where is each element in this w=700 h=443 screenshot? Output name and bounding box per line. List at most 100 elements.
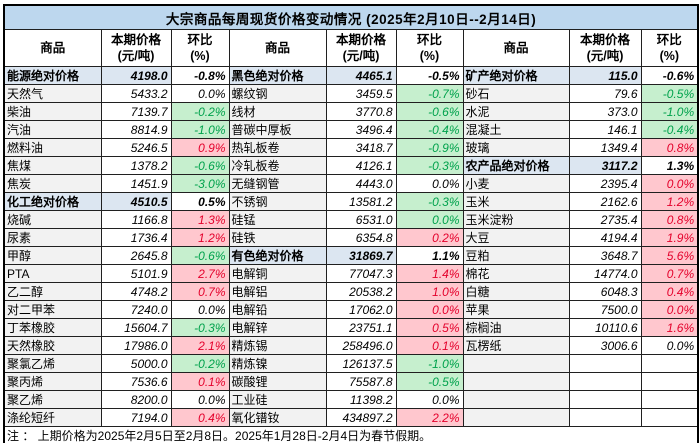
commodity-cell: 玻璃 [462, 138, 570, 157]
price-cell [568, 408, 642, 427]
price-cell: 1349.4 [568, 138, 642, 157]
pct-cell [640, 408, 699, 427]
pct-cell: -3.0% [170, 174, 230, 193]
commodity-cell [462, 354, 570, 373]
col-header-price: 本期价格 (元/吨) [568, 29, 642, 67]
price-cell: 3006.6 [568, 336, 642, 355]
pct-cell [640, 390, 699, 409]
price-cell: 258496.0 [325, 336, 397, 355]
commodity-cell: 螺纹钢 [228, 84, 327, 103]
title-row: 大宗商品每周现货价格变动情况 (2025年2月10日--2月14日) [3, 4, 699, 30]
commodity-cell: 燃料油 [3, 138, 102, 157]
commodity-cell: 乙二醇 [3, 282, 102, 301]
pct-cell: 0.8% [640, 138, 699, 157]
price-cell: 115.0 [568, 66, 642, 85]
price-cell: 4443.0 [325, 174, 397, 193]
pct-cell: 0.0% [170, 84, 230, 103]
pct-cell: 0.0% [395, 300, 464, 319]
table-row: 天然气 5433.2 0.0% 螺纹钢 3459.5 -0.7% 砂石 79.6 -0.5% [3, 84, 699, 103]
commodity-cell: 聚乙烯 [3, 390, 102, 409]
commodity-cell: 焦炭 [3, 174, 102, 193]
table-row: 汽油 8814.9 -1.0% 普碳中厚板 3496.4 -0.4% 混凝土 146.1 -0.… [3, 120, 699, 139]
col-header-pct: 环比 (%) [640, 29, 699, 67]
table-row: 聚氯乙烯 5000.0 -0.2% 精炼镍 126137.5 -1.0% [3, 354, 699, 373]
pct-cell: -0.6% [170, 156, 230, 175]
price-cell: 2395.4 [568, 174, 642, 193]
column-header-row: 商品 本期价格 (元/吨) 环比 (%) 商品 本期价格 (元/吨) 环比 (%) 商品 本期… [3, 29, 699, 67]
commodity-cell: 黑色绝对价格 [228, 66, 327, 85]
table-row: 焦炭 1451.9 -3.0% 无缝钢管 4443.0 0.0% 小麦 2395.4 0.0% [3, 174, 699, 193]
col-header-price: 本期价格 (元/吨) [100, 29, 172, 67]
commodity-cell [462, 408, 570, 427]
pct-cell: -0.6% [170, 246, 230, 265]
price-cell: 17062.0 [325, 300, 397, 319]
price-cell: 5433.2 [100, 84, 172, 103]
commodity-cell: 不锈钢 [228, 192, 327, 211]
price-cell: 17986.0 [100, 336, 172, 355]
commodity-cell: 氧化镨钕 [228, 408, 327, 427]
table-row: 对二甲苯 7240.0 0.0% 电解铅 17062.0 0.0% 苹果 7500.0 0.0% [3, 300, 699, 319]
commodity-cell: 小麦 [462, 174, 570, 193]
pct-cell: 1.1% [395, 246, 464, 265]
commodity-cell: 柴油 [3, 102, 102, 121]
commodity-cell: 线材 [228, 102, 327, 121]
table-row: 天然橡胶 17986.0 2.1% 精炼锡 258496.0 0.1% 瓦楞纸 3006.6 0… [3, 336, 699, 355]
pct-cell: 2.7% [170, 264, 230, 283]
price-cell: 6354.8 [325, 228, 397, 247]
pct-cell: -0.6% [640, 66, 699, 85]
pct-cell: 0.0% [170, 300, 230, 319]
commodity-cell: 棉花 [462, 264, 570, 283]
price-cell: 3648.7 [568, 246, 642, 265]
pct-cell: 1.2% [640, 192, 699, 211]
price-cell: 7500.0 [568, 300, 642, 319]
commodity-cell: 天然气 [3, 84, 102, 103]
commodity-cell: 能源绝对价格 [3, 66, 102, 85]
pct-cell: 0.7% [640, 264, 699, 283]
commodity-cell: 矿产绝对价格 [462, 66, 570, 85]
table-row: 燃料油 5246.5 0.9% 热轧板卷 3418.7 -0.9% 玻璃 1349.4 0.8% [3, 138, 699, 157]
commodity-price-table: 大宗商品每周现货价格变动情况 (2025年2月10日--2月14日) 商品 本期价… [3, 4, 700, 443]
commodity-cell: 水泥 [462, 102, 570, 121]
pct-cell: -0.7% [395, 84, 464, 103]
commodity-cell: 白糖 [462, 282, 570, 301]
price-cell: 6531.0 [325, 210, 397, 229]
price-cell: 8200.0 [100, 390, 172, 409]
commodity-cell: 丁苯橡胶 [3, 318, 102, 337]
commodity-cell: 苹果 [462, 300, 570, 319]
pct-cell: -0.5% [395, 372, 464, 391]
pct-cell: 2.1% [170, 336, 230, 355]
price-cell: 4126.1 [325, 156, 397, 175]
price-cell: 7139.7 [100, 102, 172, 121]
price-cell: 3117.2 [568, 156, 642, 175]
table-row: 能源绝对价格 4198.0 -0.8% 黑色绝对价格 4465.1 -0.5% 矿产绝对价格… [3, 66, 699, 85]
col-header-pct: 环比 (%) [395, 29, 464, 67]
commodity-cell: 有色绝对价格 [228, 246, 327, 265]
pct-cell: -0.3% [170, 318, 230, 337]
pct-cell: 0.8% [640, 210, 699, 229]
pct-cell: -0.3% [395, 192, 464, 211]
pct-cell: 0.4% [170, 408, 230, 427]
price-cell: 6048.3 [568, 282, 642, 301]
pct-cell: -0.4% [395, 120, 464, 139]
price-cell: 20538.2 [325, 282, 397, 301]
price-cell: 11398.2 [325, 390, 397, 409]
pct-cell: -0.5% [640, 84, 699, 103]
pct-cell: 0.0% [395, 210, 464, 229]
pct-cell: 0.4% [640, 282, 699, 301]
price-cell: 1451.9 [100, 174, 172, 193]
table-row: 焦煤 1378.2 -0.6% 冷轧板卷 4126.1 -0.3% 农产品绝对价格 3117.… [3, 156, 699, 175]
pct-cell: 1.9% [640, 228, 699, 247]
pct-cell: 2.2% [395, 408, 464, 427]
price-cell [568, 390, 642, 409]
table-row: 烧碱 1166.8 1.3% 硅锰 6531.0 0.0% 玉米淀粉 2735.4 0.8% [3, 210, 699, 229]
pct-cell: 1.0% [395, 282, 464, 301]
commodity-cell: 电解锌 [228, 318, 327, 337]
commodity-cell: 棕榈油 [462, 318, 570, 337]
pct-cell: 0.0% [170, 390, 230, 409]
price-cell [568, 354, 642, 373]
table-row: 聚丙烯 7536.6 0.1% 碳酸锂 75587.8 -0.5% [3, 372, 699, 391]
price-cell: 5101.9 [100, 264, 172, 283]
pct-cell: 1.3% [640, 156, 699, 175]
commodity-cell: 电解铝 [228, 282, 327, 301]
table-title: 大宗商品每周现货价格变动情况 (2025年2月10日--2月14日) [3, 4, 699, 30]
